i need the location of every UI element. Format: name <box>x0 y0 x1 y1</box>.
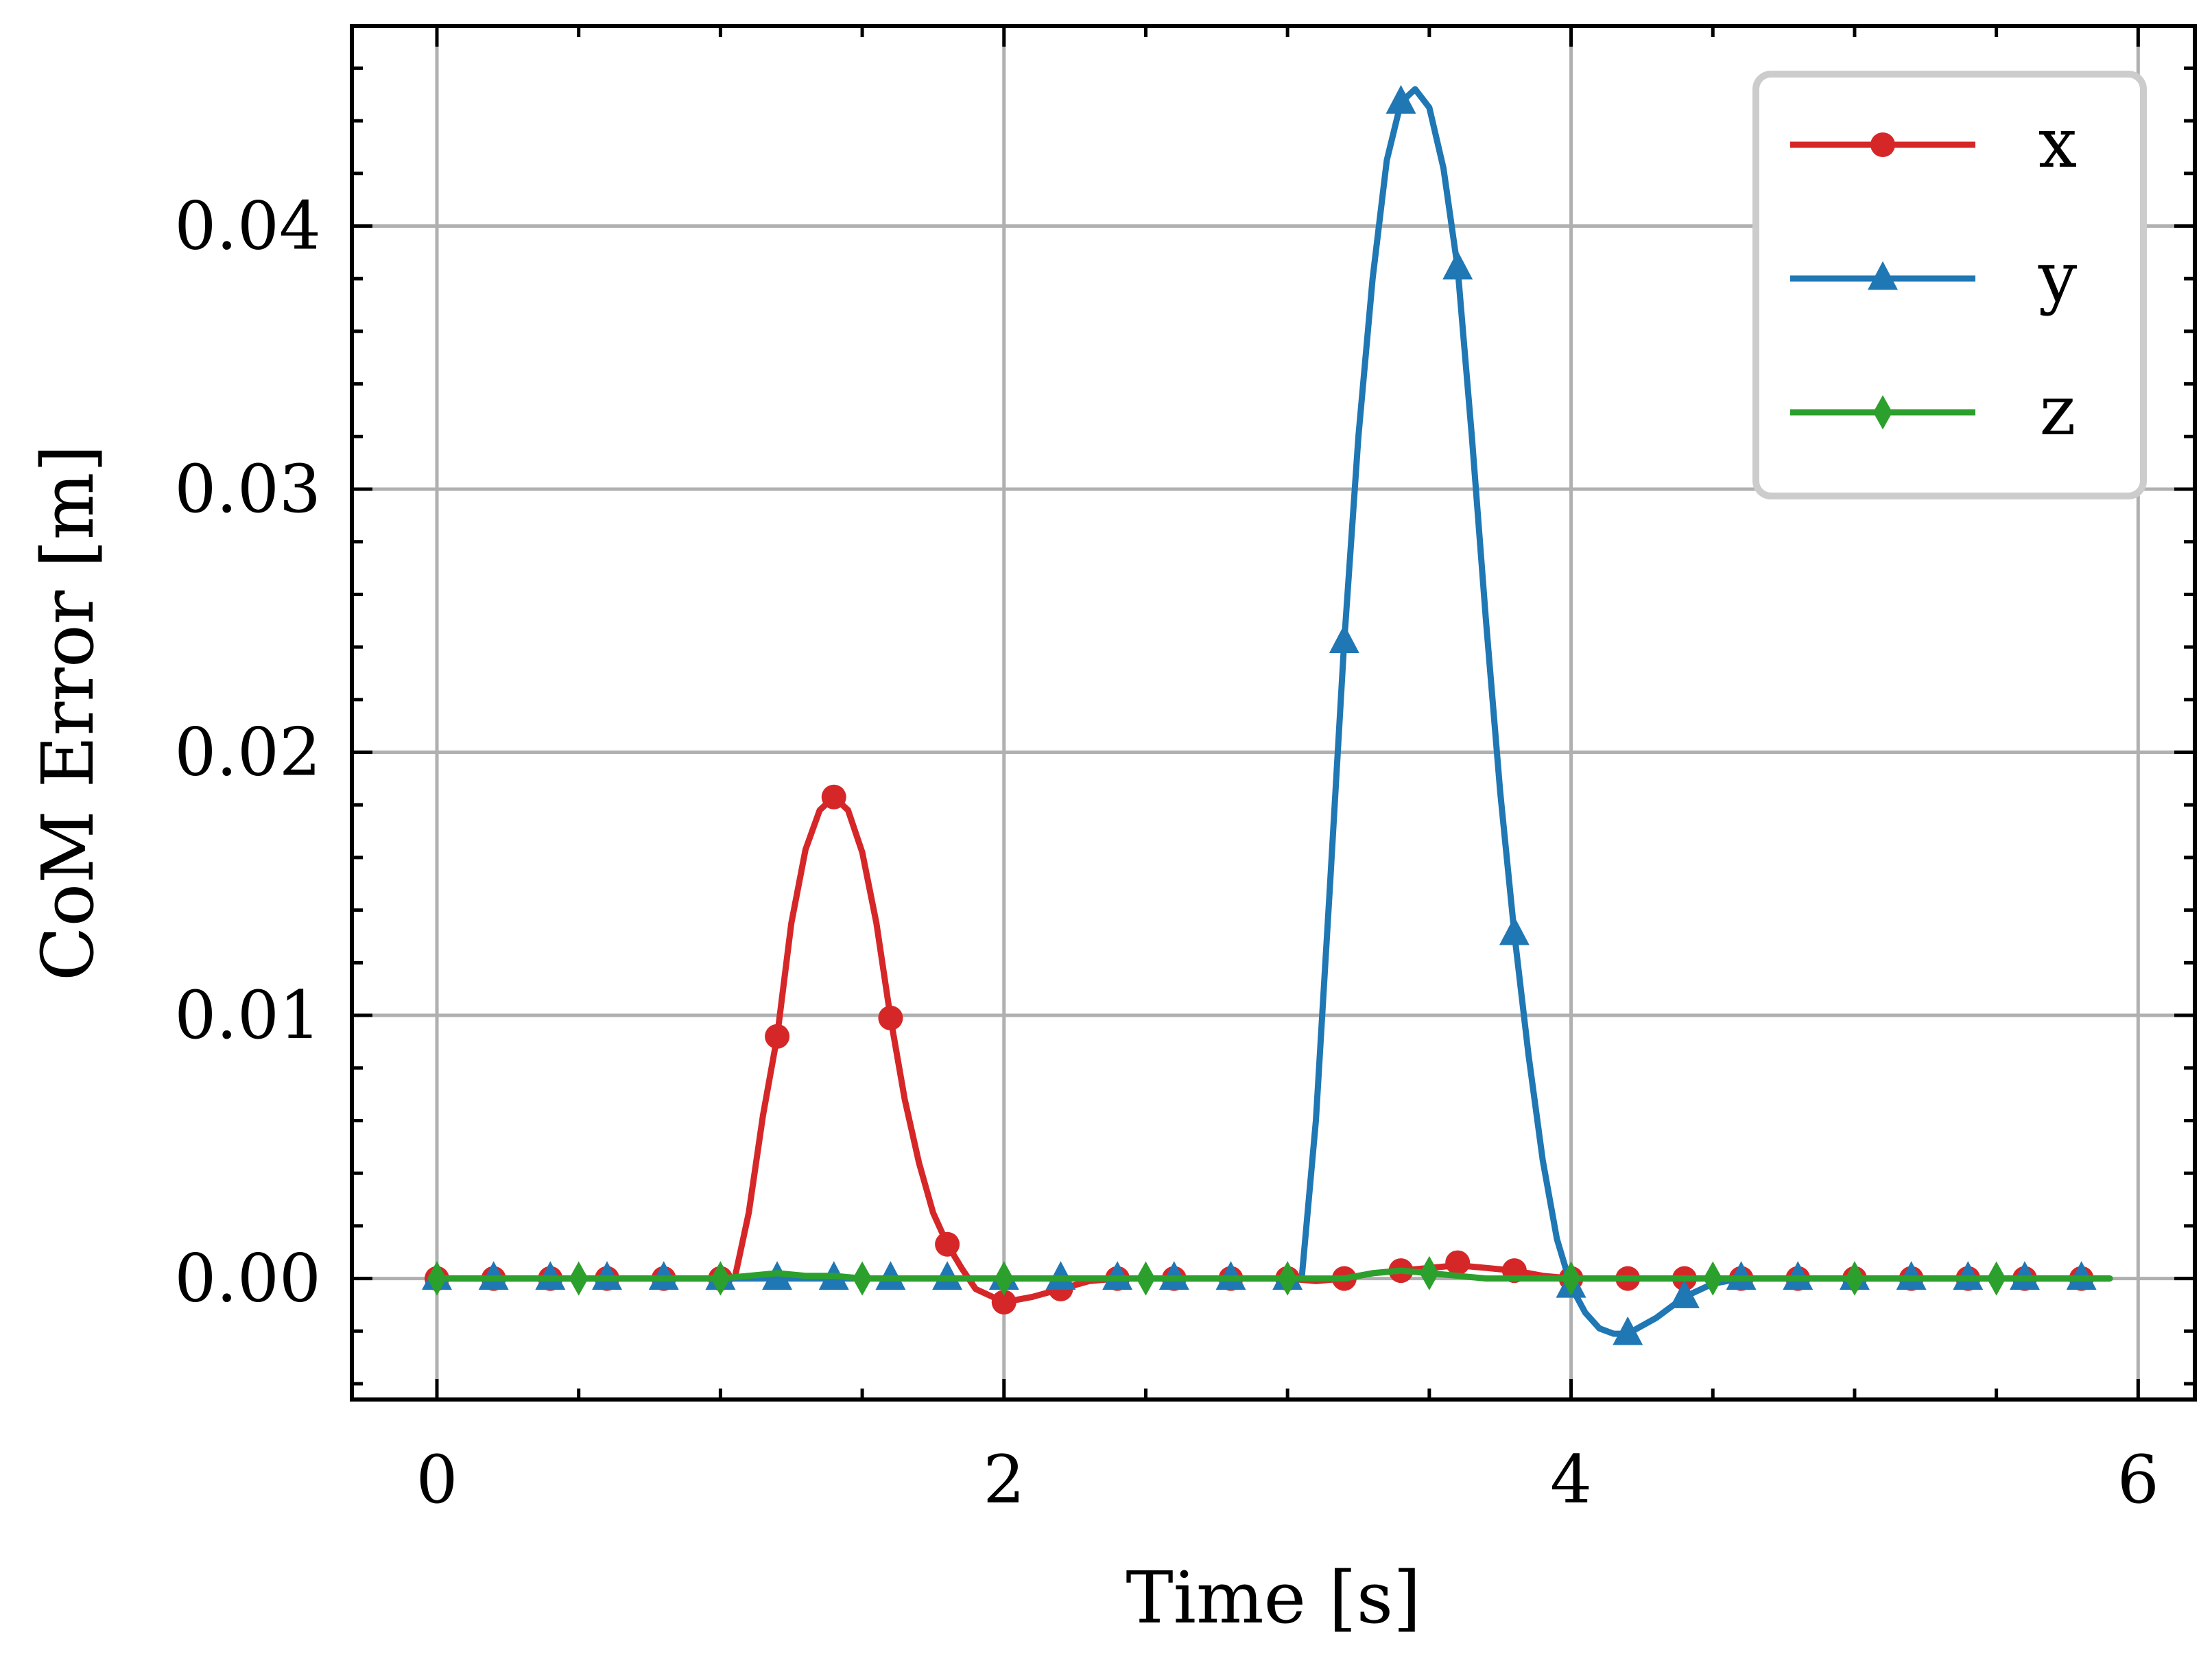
series-group <box>422 84 2113 1345</box>
series-z <box>427 1255 2113 1296</box>
x-axis-label: Time [s] <box>1126 1556 1420 1640</box>
data-point-x <box>991 1290 1016 1315</box>
x-tick-label: 4 <box>1550 1441 1592 1518</box>
y-tick-label: 0.03 <box>174 451 321 528</box>
x-tick-label: 6 <box>2117 1441 2159 1518</box>
data-point-z <box>1278 1261 1298 1296</box>
legend-label-y: y <box>2038 237 2078 317</box>
y-tick-label: 0.00 <box>174 1240 321 1317</box>
data-point-y <box>1669 1279 1700 1308</box>
y-tick-label: 0.02 <box>174 714 321 791</box>
legend-marker-x <box>1870 132 1895 157</box>
legend-marker-z <box>1873 395 1892 429</box>
data-point-x <box>935 1231 960 1257</box>
data-point-x <box>765 1024 790 1049</box>
data-point-y <box>1442 250 1473 280</box>
data-point-y <box>1499 916 1530 945</box>
data-point-z <box>711 1261 730 1296</box>
legend-marker-y <box>1868 261 1898 290</box>
axis-ticks <box>352 26 2195 1400</box>
data-point-z <box>1703 1261 1723 1296</box>
data-point-y <box>1613 1316 1643 1345</box>
data-point-z <box>427 1261 447 1296</box>
plot-frame <box>350 24 2197 1402</box>
data-point-y <box>1386 84 1416 114</box>
legend: xyz <box>1752 71 2147 499</box>
data-point-z <box>1844 1261 1864 1296</box>
legend-label-x: x <box>2038 103 2077 183</box>
legend-label-z: z <box>2040 370 2076 451</box>
data-point-z <box>1419 1255 1439 1290</box>
data-point-y <box>1329 624 1359 653</box>
data-point-z <box>853 1261 872 1296</box>
data-point-x <box>821 784 846 810</box>
data-point-x <box>878 1005 903 1030</box>
data-point-z <box>1986 1261 2006 1296</box>
data-point-z <box>994 1261 1014 1296</box>
y-tick-label: 0.04 <box>174 187 321 264</box>
x-tick-label: 2 <box>983 1441 1025 1518</box>
data-point-z <box>569 1261 588 1296</box>
data-point-x <box>1445 1250 1471 1275</box>
legend-box <box>1752 71 2147 499</box>
x-tick-label: 0 <box>416 1441 457 1518</box>
y-tick-label: 0.01 <box>174 977 321 1054</box>
data-point-z <box>1561 1261 1581 1296</box>
y-axis-label: CoM Error [m] <box>26 445 110 981</box>
tick-labels: 0 2 4 6 0.00 0.01 0.02 0.03 0.04 <box>174 187 2159 1518</box>
data-point-z <box>1136 1261 1156 1296</box>
